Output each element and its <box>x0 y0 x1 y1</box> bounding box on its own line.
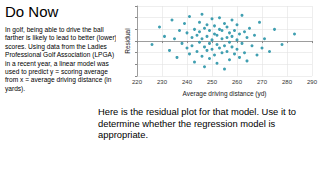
html-text:Here is the residual plot for: Here is the residual plot for that model… <box>98 106 296 140</box>
svg-text:220: 220 <box>132 79 143 85</box>
svg-text:Average driving distance (yd): Average driving distance (yd) <box>182 90 266 98</box>
svg-text:250: 250 <box>207 79 218 85</box>
html-text:In golf, being able to drive t: In golf, being able to drive the ball fa… <box>5 26 117 92</box>
html-text:Do Now: Do Now <box>5 3 59 20</box>
svg-text:240: 240 <box>182 79 193 85</box>
svg-text:280: 280 <box>282 79 293 85</box>
svg-text:260: 260 <box>232 79 243 85</box>
svg-text:230: 230 <box>157 79 168 85</box>
svg-text:270: 270 <box>257 79 268 85</box>
svg-text:290: 290 <box>307 79 318 85</box>
svg-text:Residual: Residual <box>124 28 131 54</box>
